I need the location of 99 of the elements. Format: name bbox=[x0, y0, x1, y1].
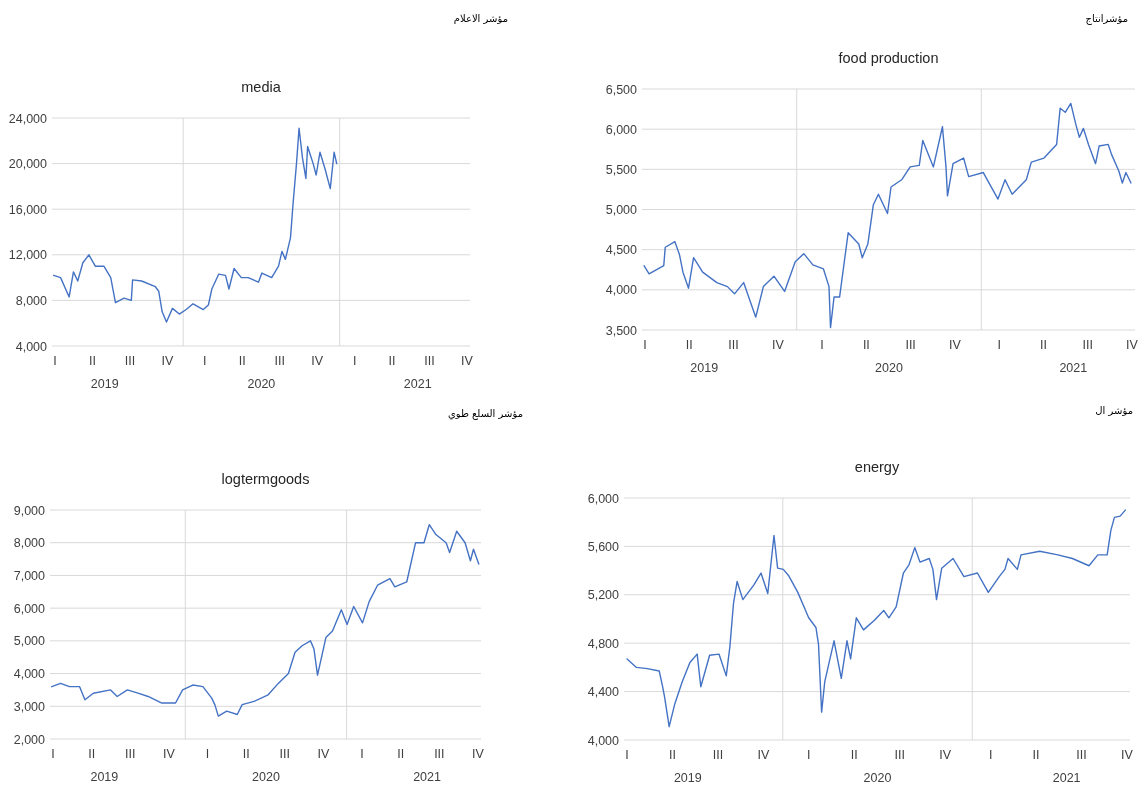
x-tick-label: 2020 bbox=[863, 771, 892, 785]
text: I bbox=[53, 354, 57, 368]
y-tick-label: 5,000 bbox=[605, 203, 638, 217]
chart-title: energy bbox=[854, 459, 900, 475]
x-tick-label: 2019 bbox=[673, 771, 702, 785]
text: مؤشر الاعلام bbox=[453, 13, 508, 24]
chart-title: food production bbox=[838, 50, 939, 66]
y-tick-label: 20,000 bbox=[8, 157, 48, 172]
x-tick-label: 2021 bbox=[1052, 771, 1081, 785]
y-tick-label: 4,400 bbox=[587, 685, 620, 700]
text: III bbox=[124, 354, 136, 368]
text: I bbox=[352, 354, 357, 368]
y-tick-label: 6,500 bbox=[605, 82, 638, 97]
text: II bbox=[850, 748, 858, 762]
text: II bbox=[862, 338, 870, 352]
y-tick-label: 12,000 bbox=[8, 248, 48, 263]
y-tick-label: 6,000 bbox=[587, 491, 620, 506]
chart-title: logtermgoods bbox=[221, 471, 310, 487]
text: I bbox=[625, 748, 629, 762]
x-tick-label: 2019 bbox=[90, 377, 119, 391]
y-tick-label: 7,000 bbox=[13, 568, 46, 583]
text: III bbox=[125, 747, 136, 761]
y-tick-label: 8,000 bbox=[15, 293, 48, 308]
text: III bbox=[279, 747, 291, 761]
text: II bbox=[242, 747, 250, 761]
text: I bbox=[203, 354, 207, 368]
x-tick-label: 2021 bbox=[413, 770, 442, 784]
text: II bbox=[88, 747, 96, 761]
x-tick-label: 2019 bbox=[90, 770, 119, 784]
y-tick-label: 24,000 bbox=[8, 111, 48, 126]
text: II bbox=[88, 354, 96, 368]
x-tick-label: 2020 bbox=[247, 377, 276, 391]
x-tick-label: 2021 bbox=[1059, 361, 1088, 375]
y-tick-label: 4,000 bbox=[13, 667, 46, 682]
text: IV bbox=[939, 748, 952, 762]
text: مؤشر السلع طوي bbox=[447, 408, 523, 420]
text: IV bbox=[461, 354, 474, 368]
x-tick-label: 2021 bbox=[403, 377, 432, 391]
text: III bbox=[274, 354, 285, 368]
y-tick-label: 9,000 bbox=[13, 503, 46, 518]
text: III bbox=[1076, 748, 1087, 762]
text: III bbox=[434, 747, 445, 761]
y-tick-label: 4,000 bbox=[587, 733, 620, 748]
text: II bbox=[1032, 748, 1040, 762]
text: I bbox=[643, 338, 647, 352]
text: I bbox=[820, 338, 824, 352]
x-tick-label: 2020 bbox=[252, 770, 280, 784]
text: مؤشر ال bbox=[1095, 405, 1133, 416]
text: III bbox=[712, 748, 724, 762]
y-tick-label: 6,000 bbox=[13, 601, 46, 616]
y-tick-label: 3,000 bbox=[13, 699, 46, 714]
text: I bbox=[360, 747, 364, 761]
y-tick-label: 5,000 bbox=[13, 634, 46, 649]
text: I bbox=[988, 748, 993, 762]
text: IV bbox=[311, 354, 324, 368]
x-tick-label: 2020 bbox=[875, 361, 903, 375]
text: IV bbox=[757, 748, 770, 762]
text: I bbox=[205, 747, 210, 761]
line-series bbox=[643, 102, 1132, 329]
y-tick-label: 16,000 bbox=[8, 202, 48, 217]
text: II bbox=[238, 354, 246, 368]
y-tick-label: 4,500 bbox=[605, 243, 638, 258]
text: III bbox=[905, 338, 916, 352]
chart-title: media bbox=[241, 79, 282, 95]
text: IV bbox=[472, 747, 485, 761]
y-tick-label: 2,000 bbox=[13, 732, 46, 747]
text: I bbox=[807, 748, 811, 762]
text: IV bbox=[949, 338, 962, 352]
text: IV bbox=[771, 338, 785, 352]
x-tick-label: 2019 bbox=[690, 361, 719, 375]
text: II bbox=[1039, 338, 1047, 352]
y-tick-label: 6,000 bbox=[605, 122, 638, 137]
y-tick-label: 4,000 bbox=[15, 339, 48, 354]
y-tick-label: 5,200 bbox=[587, 588, 620, 603]
text: II bbox=[397, 747, 405, 761]
y-tick-label: 4,000 bbox=[605, 283, 638, 298]
text: II bbox=[685, 338, 693, 352]
y-tick-label: 5,600 bbox=[587, 539, 620, 554]
y-tick-label: 5,500 bbox=[605, 162, 638, 177]
text: IV bbox=[317, 747, 331, 761]
line-series bbox=[53, 127, 338, 323]
y-tick-label: 3,500 bbox=[605, 323, 638, 338]
line-series bbox=[626, 509, 1127, 728]
y-tick-label: 8,000 bbox=[13, 536, 46, 551]
text: III bbox=[1082, 338, 1093, 352]
text: IV bbox=[1121, 748, 1134, 762]
text: III bbox=[424, 354, 435, 368]
text: II bbox=[668, 748, 676, 762]
text: III bbox=[894, 748, 905, 762]
y-tick-label: 4,800 bbox=[587, 636, 620, 651]
text: IV bbox=[161, 354, 174, 368]
text: مؤشرانتاج bbox=[1085, 13, 1128, 25]
text: IV bbox=[163, 747, 176, 761]
text: III bbox=[728, 338, 739, 352]
text: I bbox=[51, 747, 55, 761]
text: I bbox=[997, 338, 1001, 352]
text: II bbox=[388, 354, 396, 368]
text: IV bbox=[1126, 338, 1139, 352]
line-series bbox=[51, 524, 480, 717]
